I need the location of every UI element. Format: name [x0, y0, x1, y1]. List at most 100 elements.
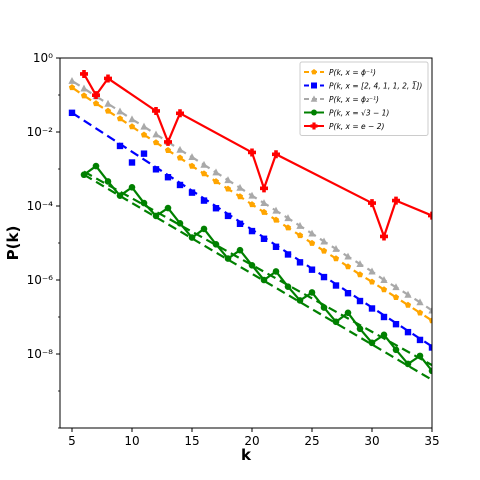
x-axis-title: k	[241, 446, 252, 464]
series-2-point	[392, 320, 400, 328]
series-1-point	[368, 278, 376, 285]
x-tick-label: 15	[184, 434, 199, 448]
series-1-point	[80, 92, 88, 99]
series-4	[80, 162, 432, 381]
series-3-point	[344, 252, 352, 260]
series-3-point	[392, 283, 400, 291]
series-4-point	[428, 367, 432, 375]
series-3-point	[404, 290, 412, 298]
series-5-point	[368, 199, 377, 208]
series-3-point	[116, 107, 124, 115]
axis-layer: 5 10 15 20 25 30 35 10⁰ 10⁻² 10⁻⁴ 10⁻⁶ 10⁻⁸	[27, 51, 440, 448]
series-4-point	[344, 309, 352, 317]
series-1-point	[128, 123, 136, 130]
series-2-point	[380, 313, 388, 321]
series-5-point	[392, 196, 401, 205]
series-1-point	[260, 208, 268, 215]
series-4-point	[332, 318, 340, 326]
series-4-point	[320, 304, 328, 311]
legend: P(k, x = ϕ⁻¹) P(k, x = [2, 4, 1, 1, 2, 1̅…	[299, 61, 429, 136]
series-1-point	[92, 100, 100, 107]
series-2-point	[416, 336, 424, 344]
series-4-point	[248, 261, 256, 269]
series-2-point	[212, 205, 220, 212]
series-1-point	[332, 255, 340, 262]
series-2-point	[344, 289, 352, 297]
y-tick-label: 10⁰	[33, 51, 53, 65]
series-3	[68, 76, 432, 314]
series-1-point	[416, 309, 424, 316]
series-4-point	[188, 234, 196, 241]
series-1-point	[152, 139, 160, 146]
legend-item-5: P(k, x = e − 2)	[304, 122, 384, 131]
series-1-point	[188, 162, 196, 169]
series-3-point	[212, 168, 220, 176]
series-3-point	[368, 267, 376, 275]
series-3-point	[416, 298, 424, 306]
legend-label: P(k, x = e − 2)	[329, 122, 384, 131]
series-1-point	[236, 193, 244, 200]
series-4-point	[212, 241, 220, 248]
series-2-point	[260, 235, 268, 242]
series-1-point	[344, 263, 352, 270]
series-1-point	[392, 294, 400, 301]
series-1-point	[176, 154, 184, 161]
series-1-point	[428, 317, 432, 324]
x-tick-label: 30	[364, 434, 379, 448]
series-1-point	[104, 107, 112, 114]
series-3-point	[296, 221, 304, 229]
series-1-point	[200, 170, 208, 177]
series-2-point	[200, 197, 208, 204]
series-5	[80, 69, 432, 241]
series-2-point	[356, 297, 364, 305]
series-3-point	[188, 153, 196, 161]
series-2-point	[236, 220, 244, 228]
y-tick-label: 10⁻⁶	[27, 273, 54, 287]
series-1-point	[68, 84, 76, 91]
series-4-point	[272, 268, 280, 275]
series-3-point	[224, 176, 232, 184]
series-2-point	[176, 181, 184, 189]
series-2-point	[368, 305, 376, 312]
series-4-point	[392, 346, 400, 354]
series-4-point	[356, 325, 364, 333]
series-2	[68, 109, 432, 351]
series-4-point	[224, 255, 232, 262]
series-1-point	[380, 286, 388, 293]
series-2-point	[224, 212, 232, 220]
series-2-point	[128, 159, 136, 166]
x-tick-label: 5	[68, 434, 76, 448]
legend-label: P(k, x = ϕ⁻¹)	[329, 68, 376, 77]
series-1-point	[248, 201, 256, 208]
series-4-point	[284, 283, 292, 290]
series-2-point	[428, 344, 432, 351]
y-tick-label: 10⁻²	[27, 125, 54, 139]
series-5-point	[152, 106, 160, 115]
series-4-bound-line-2	[83, 173, 432, 381]
series-5-point	[380, 232, 389, 241]
series-3-point	[320, 237, 328, 245]
legend-marker	[311, 109, 317, 116]
series-3-point	[68, 76, 76, 84]
series-4-point	[404, 360, 412, 368]
series-3-point	[308, 229, 316, 237]
series-5-point	[428, 211, 432, 220]
y-axis-title: P(k)	[4, 226, 22, 261]
series-3-point	[176, 145, 184, 153]
series-3-point	[332, 245, 340, 252]
series-4-point	[152, 212, 160, 220]
series-1-point	[272, 216, 280, 223]
series-4-point	[200, 225, 208, 233]
series-5-point	[104, 74, 112, 83]
legend-label: P(k, x = [2, 4, 1, 1, 2, 1̅])	[329, 81, 422, 90]
series-2-point	[272, 243, 280, 250]
series-1	[68, 84, 432, 324]
series-3-point	[284, 214, 292, 222]
series-2-point	[68, 109, 76, 117]
series-4-point	[380, 331, 388, 339]
series-4-point	[176, 220, 184, 227]
x-tick-label: 25	[304, 434, 319, 448]
series-1-point	[284, 224, 292, 231]
series-3-point	[260, 199, 268, 207]
series-3-point	[380, 276, 388, 283]
